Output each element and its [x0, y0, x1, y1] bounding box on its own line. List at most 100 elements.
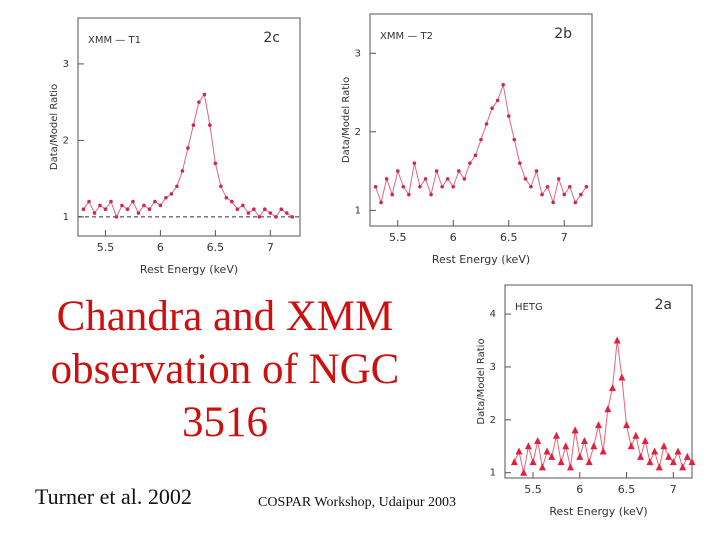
data-point — [515, 447, 523, 455]
data-point — [230, 199, 234, 204]
data-point — [147, 207, 152, 212]
x-tick-label: 6.5 — [618, 483, 636, 496]
data-point — [665, 452, 673, 460]
data-point — [599, 447, 607, 455]
x-axis-label: Rest Energy (keV) — [140, 263, 238, 276]
data-point — [252, 207, 256, 212]
x-tick-label: 5.5 — [524, 483, 542, 496]
data-point — [540, 192, 544, 197]
data-point — [543, 447, 551, 455]
data-point — [263, 207, 267, 212]
data-point — [512, 137, 517, 142]
data-point — [510, 458, 518, 466]
title-line: Chandra and XMM — [56, 293, 394, 340]
citation: Turner et al. 2002 — [35, 484, 192, 509]
data-point — [219, 184, 223, 189]
data-point — [501, 82, 506, 87]
y-tick-label: 2 — [63, 135, 69, 146]
plot-frame — [504, 284, 693, 479]
data-point — [109, 199, 113, 204]
data-point — [384, 177, 389, 181]
data-point — [484, 122, 489, 126]
data-point — [551, 200, 555, 205]
data-point — [534, 169, 539, 173]
data-point — [81, 207, 86, 212]
data-point — [573, 200, 578, 205]
data-point — [584, 184, 589, 189]
panel-label: 2a — [655, 297, 673, 313]
data-point — [651, 447, 659, 455]
data-point — [613, 336, 621, 344]
y-tick-label: 1 — [63, 212, 69, 223]
data-point — [534, 436, 542, 444]
data-point — [186, 146, 190, 150]
panel-label: 2b — [554, 26, 572, 42]
data-point — [136, 211, 141, 215]
data-point — [158, 203, 163, 208]
data-point — [373, 184, 378, 189]
data-point — [412, 161, 417, 165]
slide-title: Chandra and XMM observation of NGC 3516 — [20, 290, 430, 449]
legend-label: XMM — T1 — [88, 35, 141, 46]
data-point — [556, 177, 561, 181]
data-point — [576, 452, 584, 460]
data-point — [114, 215, 119, 219]
data-point — [627, 442, 635, 450]
x-tick-label: 6 — [157, 241, 164, 254]
data-point — [120, 203, 124, 208]
data-point — [590, 442, 598, 450]
data-point — [520, 468, 528, 476]
data-point — [632, 431, 640, 439]
data-point — [445, 177, 450, 181]
data-point — [557, 458, 565, 466]
data-point — [235, 207, 240, 212]
data-point — [552, 431, 560, 439]
data-point — [224, 195, 229, 200]
data-point — [180, 169, 185, 173]
data-point — [285, 211, 289, 215]
data-point — [395, 169, 400, 173]
data-point — [548, 452, 556, 460]
y-tick-label: 3 — [63, 59, 69, 70]
data-point — [562, 442, 570, 450]
data-point — [440, 184, 444, 189]
data-point — [429, 192, 433, 197]
x-tick-label: 5.5 — [389, 231, 407, 244]
y-tick-label: 1 — [490, 468, 496, 479]
data-point — [457, 169, 461, 173]
data-point — [688, 458, 696, 466]
data-point — [518, 161, 522, 165]
data-point — [637, 452, 645, 460]
x-tick-label: 6 — [576, 483, 583, 496]
title-line: observation of NGC — [50, 346, 400, 393]
data-point — [401, 184, 406, 189]
data-point — [418, 184, 422, 189]
data-point — [579, 192, 583, 197]
title-line: 3516 — [182, 399, 268, 446]
data-point — [609, 384, 617, 392]
data-point — [568, 184, 572, 189]
data-point — [468, 161, 472, 165]
data-point — [390, 192, 395, 197]
data-point — [641, 436, 649, 444]
data-point — [407, 192, 411, 197]
panel-label: 2c — [263, 30, 280, 46]
x-tick-label: 6 — [450, 231, 457, 244]
x-tick-label: 7 — [561, 231, 568, 244]
data-point — [660, 442, 668, 450]
data-point — [479, 137, 483, 142]
data-point — [604, 405, 612, 413]
data-point — [490, 106, 494, 111]
data-point — [646, 458, 654, 466]
x-tick-label: 6.5 — [500, 231, 518, 244]
data-point — [462, 177, 467, 181]
x-axis-label: Rest Energy (keV) — [549, 505, 647, 518]
data-point — [191, 123, 196, 127]
data-line — [375, 82, 587, 205]
data-point — [623, 421, 631, 429]
data-point — [92, 211, 97, 215]
legend-label: XMM — T2 — [380, 31, 433, 42]
data-point — [164, 195, 168, 200]
